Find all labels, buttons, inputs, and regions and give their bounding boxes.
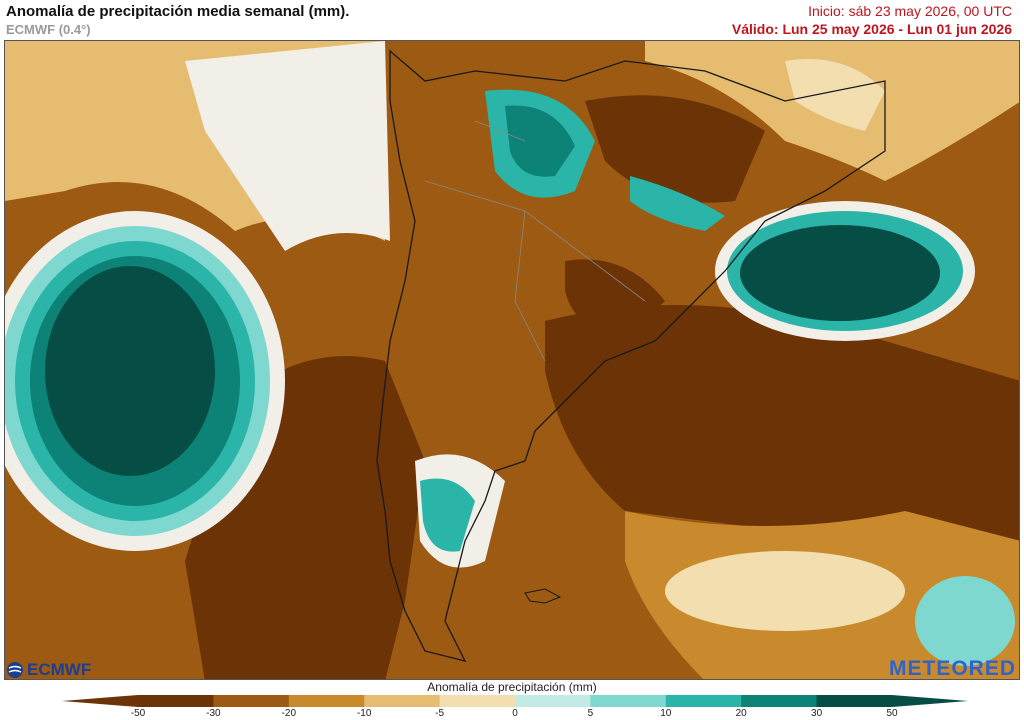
country-borders (424, 120, 646, 362)
legend-tick-label: -10 (356, 708, 372, 719)
legend-segment (288, 695, 365, 707)
neutral-zone-ne (785, 59, 885, 131)
light-zone-south (665, 551, 905, 631)
legend-segment (816, 695, 893, 707)
dry-zone-brazil (585, 95, 765, 203)
ecmwf-logo: ECMWF (6, 660, 91, 680)
legend-tick-label: 20 (735, 708, 747, 719)
neutral-zone-peru (185, 41, 390, 251)
legend-tick-label: -20 (281, 708, 297, 719)
legend-colorbar (62, 695, 968, 707)
legend-tick-label: -50 (130, 708, 146, 719)
meteored-logo: METEORED (888, 657, 1016, 680)
legend-segment (741, 695, 818, 707)
wet-zone-southeast (915, 576, 1015, 666)
legend-tick-label: -5 (435, 708, 445, 719)
init-time: Inicio: sáb 23 may 2026, 00 UTC (808, 3, 1012, 19)
precipitation-map[interactable] (4, 40, 1020, 680)
dry-zone-atlantic (545, 305, 1019, 541)
legend-segment (138, 695, 214, 707)
wet-core-pacific (45, 266, 215, 476)
falkland-islands (524, 588, 562, 604)
legend-tick-label: 0 (512, 708, 518, 719)
valid-period: Válido: Lun 25 may 2026 - Lun 01 jun 202… (731, 21, 1012, 37)
legend-tick-label: 50 (886, 708, 898, 719)
legend-arrow-left (62, 695, 138, 707)
legend-tick-label: 30 (811, 708, 823, 719)
ecmwf-logo-text: ECMWF (27, 660, 92, 679)
map-canvas (5, 41, 1019, 679)
model-label: ECMWF (0.4°) (6, 22, 91, 37)
legend-segment (515, 695, 591, 707)
legend-tick-label: 10 (660, 708, 672, 719)
legend-segment (213, 695, 290, 707)
wet-zone-southbrazil (630, 176, 725, 231)
dry-zone-paraguay (565, 259, 665, 341)
south-america-outline (376, 49, 886, 662)
map-title: Anomalía de precipitación media semanal … (6, 3, 350, 20)
wet-core-bolivia (505, 105, 575, 177)
legend-segment (590, 695, 667, 707)
legend-title: Anomalía de precipitación (mm) (427, 680, 597, 694)
ecmwf-logo-icon (7, 662, 23, 678)
legend-tick-label: 5 (587, 708, 594, 719)
legend-segment (665, 695, 742, 707)
wet-zone-patagonia (420, 478, 475, 552)
legend-segment (439, 695, 516, 707)
legend-segment (364, 695, 441, 707)
legend-arrow-right (892, 695, 968, 707)
legend-tick-label: -30 (206, 708, 221, 719)
wet-core-atlantic (740, 225, 940, 321)
